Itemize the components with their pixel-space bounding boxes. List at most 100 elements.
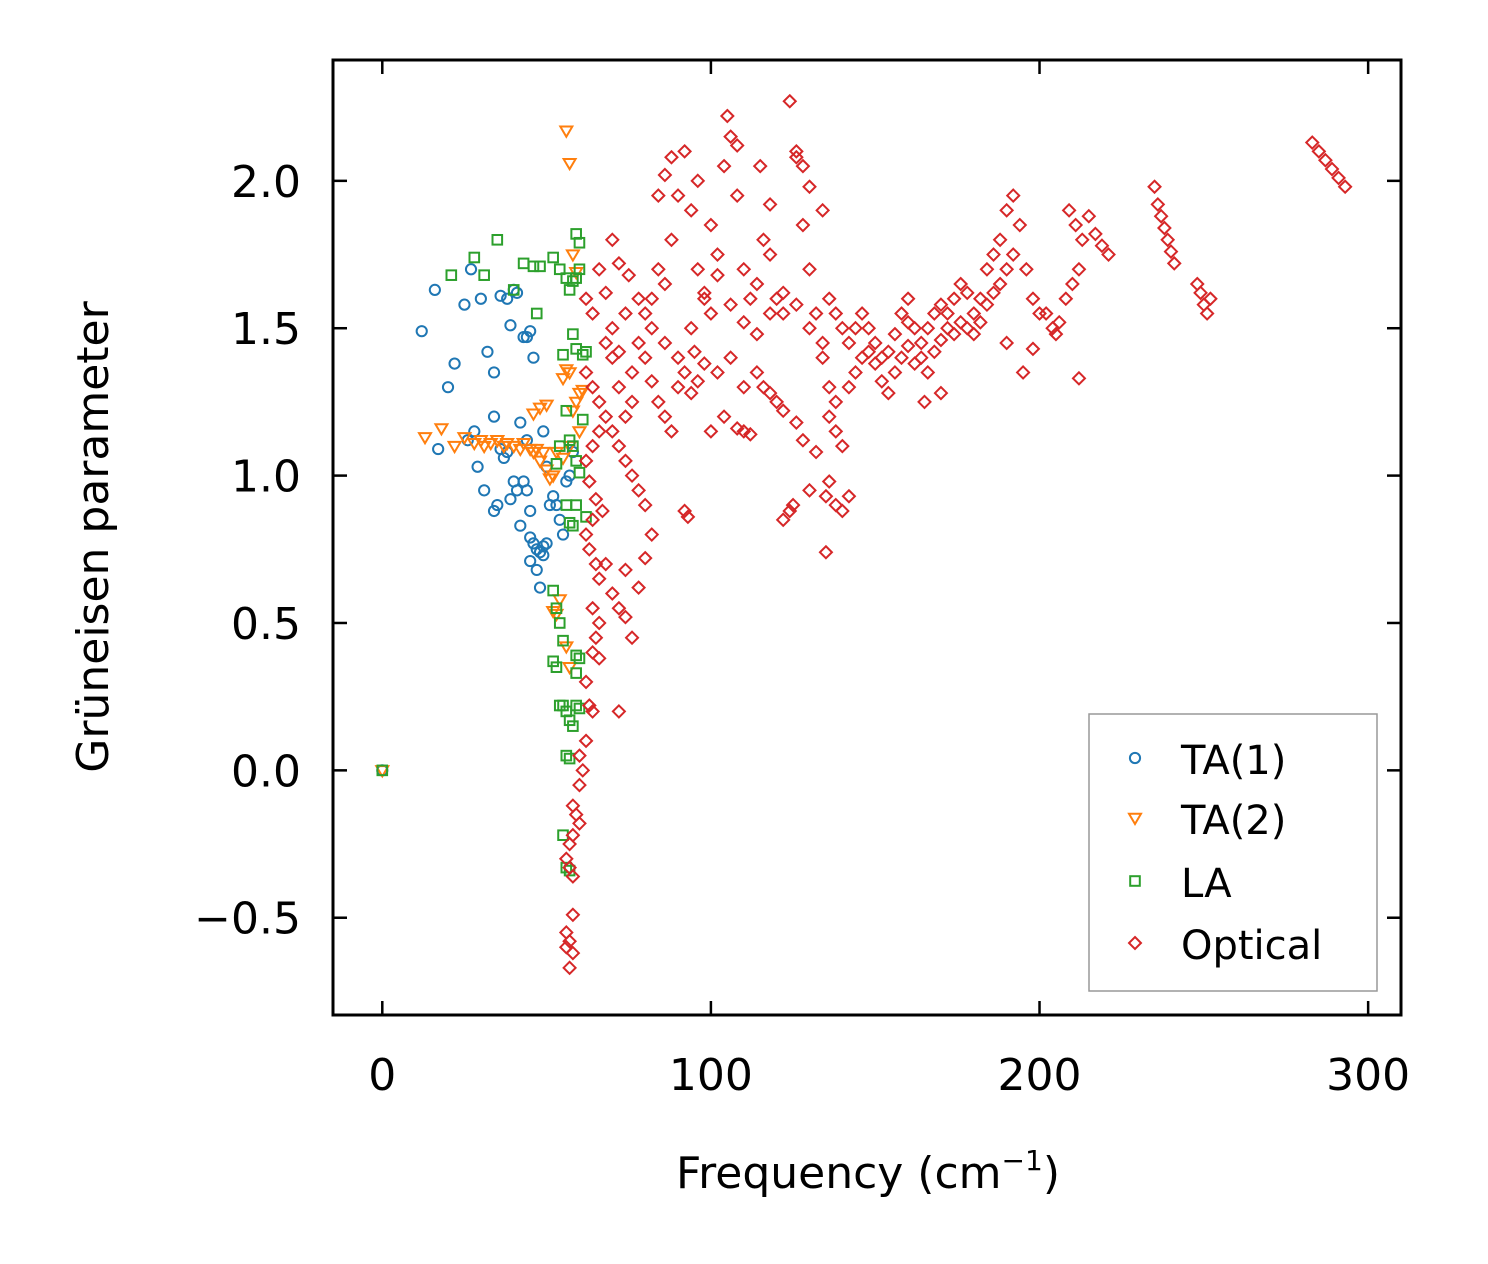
point-ta1 xyxy=(533,581,547,594)
y-tick-label: 1.0 xyxy=(231,452,301,503)
point-optical xyxy=(828,423,844,439)
point-optical xyxy=(894,350,909,366)
point-optical xyxy=(611,600,627,616)
point-ta2 xyxy=(551,594,568,608)
point-optical xyxy=(690,173,706,189)
point-optical xyxy=(848,365,863,380)
point-ta1 xyxy=(504,319,517,332)
point-optical xyxy=(670,188,686,204)
point-optical xyxy=(591,261,607,277)
point-la xyxy=(560,404,573,417)
point-la xyxy=(567,275,579,287)
point-optical xyxy=(650,394,666,410)
point-ta2 xyxy=(528,443,545,458)
point-optical xyxy=(677,365,693,380)
point-ta1 xyxy=(504,493,517,506)
point-optical xyxy=(986,247,1001,262)
point-optical xyxy=(802,482,817,498)
legend-label-ta1: TA(1) xyxy=(1180,738,1286,784)
point-la xyxy=(570,649,582,662)
point-la xyxy=(573,652,586,665)
point-optical xyxy=(703,306,719,321)
point-optical xyxy=(821,291,837,307)
point-optical xyxy=(959,285,975,301)
point-optical xyxy=(933,297,949,313)
point-optical xyxy=(585,438,601,454)
point-optical xyxy=(841,379,857,395)
x-tick-label: 0 xyxy=(368,1050,396,1101)
legend-marker-la xyxy=(1129,875,1141,887)
point-la xyxy=(567,720,579,732)
point-ta2 xyxy=(565,249,581,263)
point-optical xyxy=(677,503,693,519)
point-optical xyxy=(940,306,955,321)
point-optical xyxy=(802,179,817,195)
point-optical xyxy=(1318,152,1333,168)
legend: TA(1) TA(2) LA Optical xyxy=(1088,713,1378,992)
point-optical xyxy=(848,320,863,336)
point-optical xyxy=(972,314,988,330)
point-optical xyxy=(785,497,801,513)
point-optical xyxy=(1018,261,1034,277)
point-optical xyxy=(979,297,995,313)
point-optical xyxy=(611,379,627,395)
point-optical xyxy=(972,291,988,307)
point-ta1 xyxy=(481,345,494,358)
point-optical xyxy=(933,385,949,401)
point-ta2 xyxy=(545,470,561,484)
legend-label-optical: Optical xyxy=(1181,923,1322,969)
point-optical xyxy=(585,512,601,528)
point-optical xyxy=(1160,232,1176,248)
point-optical xyxy=(710,247,725,262)
point-optical xyxy=(565,907,581,923)
point-optical xyxy=(1156,220,1172,236)
point-optical xyxy=(736,314,752,330)
point-optical xyxy=(581,474,597,489)
point-optical xyxy=(818,544,834,560)
legend-label-ta2: TA(2) xyxy=(1180,798,1286,844)
point-optical xyxy=(657,409,673,425)
point-optical xyxy=(637,497,653,513)
y-tick-label: 0.5 xyxy=(231,599,301,650)
point-optical xyxy=(604,350,620,366)
point-optical xyxy=(644,320,660,336)
point-la xyxy=(550,661,563,673)
point-optical xyxy=(624,468,640,484)
point-ta1 xyxy=(520,484,533,497)
legend-label-la: LA xyxy=(1181,861,1232,907)
point-optical xyxy=(992,276,1008,292)
point-optical xyxy=(683,320,699,336)
point-optical xyxy=(637,550,653,566)
point-la xyxy=(573,236,586,249)
point-optical xyxy=(729,421,745,436)
point-optical xyxy=(729,188,745,204)
point-la xyxy=(560,499,573,511)
point-ta2 xyxy=(561,367,578,381)
point-optical xyxy=(788,149,804,165)
point-optical xyxy=(1101,247,1116,262)
point-optical xyxy=(1064,276,1080,292)
point-optical xyxy=(578,291,594,307)
point-ta2 xyxy=(489,435,506,449)
point-optical xyxy=(723,129,739,145)
point-optical xyxy=(650,188,666,204)
point-optical xyxy=(913,335,929,351)
point-optical xyxy=(1193,285,1208,301)
point-optical xyxy=(802,261,817,277)
point-optical xyxy=(818,488,834,504)
point-optical xyxy=(572,748,587,764)
point-optical xyxy=(821,379,837,395)
point-optical xyxy=(1061,202,1077,218)
point-ta2 xyxy=(505,440,522,455)
point-optical xyxy=(749,365,765,380)
point-optical xyxy=(756,379,771,395)
point-optical xyxy=(999,202,1015,218)
point-ta2 xyxy=(532,455,548,469)
point-optical xyxy=(907,320,923,336)
point-optical xyxy=(683,385,699,401)
point-optical xyxy=(618,409,633,425)
point-ta1 xyxy=(458,298,471,311)
point-ta1 xyxy=(448,357,461,370)
point-ta2 xyxy=(568,396,584,410)
